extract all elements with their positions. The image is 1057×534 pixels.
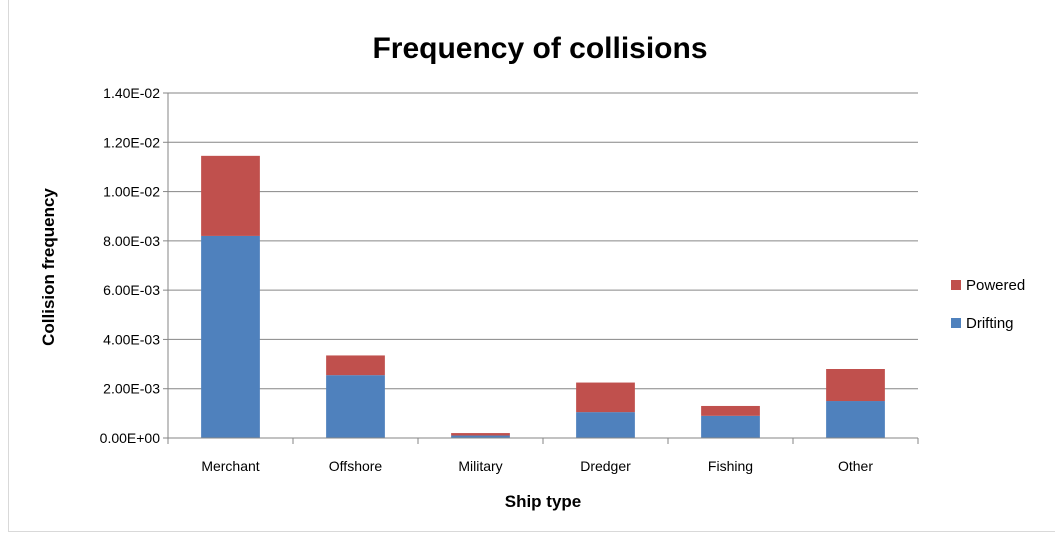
bar-drifting-offshore — [326, 375, 385, 438]
bar-drifting-dredger — [576, 412, 635, 438]
bar-drifting-merchant — [201, 235, 260, 438]
y-tick-label: 4.00E-03 — [103, 331, 160, 347]
bar-powered-other — [826, 369, 885, 402]
y-tick-label: 6.00E-03 — [103, 282, 160, 298]
y-tick-label: 0.00E+00 — [100, 430, 161, 446]
x-tick-label: Dredger — [580, 458, 631, 474]
x-tick-label: Merchant — [201, 458, 259, 474]
legend-label-drifting: Drifting — [966, 315, 1014, 332]
x-tick-label: Fishing — [708, 458, 753, 474]
y-tick-label: 1.40E-02 — [103, 85, 160, 101]
y-tick-label: 1.20E-02 — [103, 134, 160, 150]
bars — [201, 155, 885, 438]
y-axis-title: Collision frequency — [39, 188, 58, 346]
bar-powered-fishing — [701, 405, 760, 416]
y-tick-labels: 0.00E+00 2.00E-03 4.00E-03 6.00E-03 8.00E-03… — [100, 85, 161, 446]
legend-label-powered: Powered — [966, 277, 1025, 294]
bar-powered-offshore — [326, 355, 385, 376]
y-tick-label: 8.00E-03 — [103, 233, 160, 249]
bar-drifting-military — [451, 435, 510, 438]
y-tick-label: 1.00E-02 — [103, 184, 160, 200]
x-tick-label: Offshore — [329, 458, 383, 474]
x-tick-label: Other — [838, 458, 873, 474]
bar-powered-military — [451, 433, 510, 436]
legend-swatch-powered — [951, 280, 961, 290]
bar-powered-merchant — [201, 155, 260, 236]
bar-drifting-other — [826, 401, 885, 438]
chart-title: Frequency of collisions — [372, 32, 707, 65]
x-tick-label: Military — [458, 458, 502, 474]
x-tick-labels: Merchant Offshore Military Dredger Fishing Ot… — [201, 458, 873, 474]
axes — [163, 92, 919, 444]
bar-powered-dredger — [576, 382, 635, 413]
gridlines — [168, 92, 918, 390]
chart-frame — [8, 0, 1055, 532]
x-axis-title: Ship type — [505, 492, 582, 511]
legend: Powered Drifting — [951, 277, 1025, 332]
y-tick-label: 2.00E-03 — [103, 381, 160, 397]
legend-swatch-drifting — [951, 318, 961, 328]
bar-drifting-fishing — [701, 415, 760, 438]
